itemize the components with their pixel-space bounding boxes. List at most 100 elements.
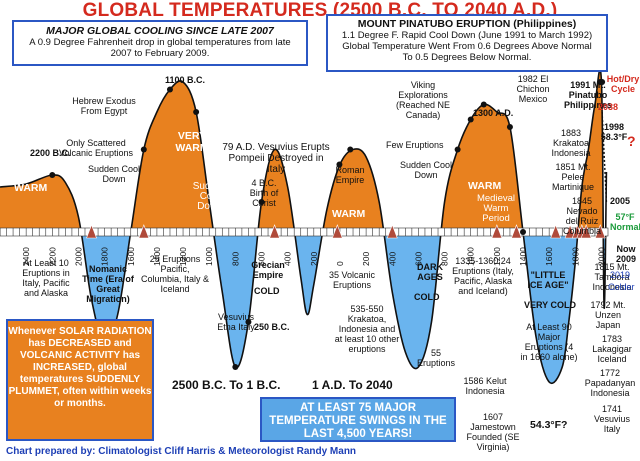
label-scattered: Only Scattered Volcanic Eruptions	[58, 138, 134, 158]
label-el-chichon: 1982 El Chichon Mexico	[516, 74, 550, 104]
volcano-icon	[331, 224, 343, 239]
x-tick-label: 1000	[466, 247, 476, 266]
x-tick-label: 1800	[100, 247, 110, 266]
x-tick-label: 800	[230, 252, 240, 266]
marker-dot	[166, 86, 173, 93]
cooling-box: MAJOR GLOBAL COOLING SINCE LATE 2007 A 0…	[12, 20, 308, 66]
volcano-icon	[491, 224, 503, 239]
label-2019: 2019	[610, 270, 631, 280]
label-sudden-cool-3: Sudden Cool Down	[399, 160, 453, 180]
chart-credit: Chart prepared by: Climatologist Cliff H…	[6, 446, 357, 457]
temperature-swings-box: AT LEAST 75 MAJOR TEMPERATURE SWINGS IN …	[260, 397, 456, 442]
label-pelee: 1851 Mt. Pelee Martinique	[551, 162, 595, 192]
marker-dot	[506, 124, 513, 130]
label-1300ad: 1300 A.D.	[473, 108, 514, 118]
label-krakatoa-1883: 1883 Krakatoa Indonesia	[551, 128, 591, 158]
volcano-icon	[511, 224, 522, 239]
label-colder: Colder	[608, 282, 635, 292]
label-sudden-cool-2: Sudden Cool Down	[192, 181, 228, 212]
x-tick-label: 400	[387, 252, 397, 266]
volcano-icon	[86, 224, 97, 239]
label-35-eruptions: 35 Volcanic Eruptions	[328, 270, 376, 290]
volcano-icon	[564, 224, 576, 239]
x-tick-label: 600	[257, 252, 267, 266]
x-tick-label: 1200	[178, 247, 188, 266]
label-question: ?	[627, 133, 636, 149]
x-tick-label: 2200	[47, 247, 57, 266]
label-nomanic: Nomanic Time (Era of Great Migration)	[82, 264, 134, 304]
volcano-icon	[269, 224, 281, 239]
solar-radiation-box: Whenever SOLAR RADIATION has DECREASED a…	[6, 319, 154, 441]
label-tambora: 1815 Mt. Tambora Indonesia	[592, 262, 632, 292]
x-tick-label: 2000	[596, 247, 606, 266]
label-55-eruptions: 55 Eruptions	[416, 348, 456, 368]
volcano-icon	[594, 224, 606, 239]
label-54-3f: 54.3°F?	[530, 419, 568, 431]
marker-dot	[336, 161, 343, 168]
label-vesuvius-79: 79 A.D. Vesuvius Erupts Pompeii Destroye…	[222, 142, 330, 175]
label-now-2009: Now 2009	[615, 244, 637, 264]
label-pinatubo-1991: 1991 Mt. Pinatubo Philippines	[563, 80, 612, 110]
label-normal: 57°F Normal	[610, 212, 640, 232]
cooling-box-text: A 0.9 Degree Fahrenheit drop in global t…	[29, 37, 291, 59]
label-few-eruptions: Few Eruptions	[386, 140, 444, 150]
volcano-icon	[386, 224, 398, 239]
label-sudden-cool-1: Sudden Cool Down	[87, 164, 141, 184]
marker-dot	[599, 79, 606, 85]
x-tick-label: 1600	[126, 247, 136, 266]
x-tick-label: 1600	[544, 247, 554, 266]
volcano-icon	[138, 224, 150, 239]
label-1998: 1998 58.3°F	[600, 122, 628, 142]
cooling-box-title: MAJOR GLOBAL COOLING SINCE LATE 2007	[46, 25, 274, 37]
label-grecian: Grecian Empire	[251, 260, 285, 280]
x-tick-label: 200	[309, 252, 319, 266]
cold-area	[0, 232, 607, 384]
label-cold-1: COLD	[254, 286, 280, 296]
marker-dot	[245, 319, 252, 325]
label-vesuvius-etna: Vesuvius Etna Italy	[217, 312, 255, 332]
label-birth-christ: 4 B.C. Birth of Christ	[249, 178, 279, 208]
label-warm-3: WARM	[468, 180, 502, 192]
volcano-icon	[580, 224, 592, 239]
era-label-ad: 1 A.D. To 2040	[312, 378, 393, 392]
marker-dot	[347, 146, 354, 153]
label-medieval: Medieval Warm Period	[476, 193, 516, 224]
pinatubo-box-title: MOUNT PINATUBO ERUPTION (Philippines)	[357, 18, 577, 30]
marker-dot	[140, 146, 147, 153]
label-250bc: 250 B.C.	[254, 322, 290, 332]
x-tick-label: 1400	[518, 247, 528, 266]
x-tick-label: 200	[361, 252, 371, 266]
marker-dot	[258, 199, 265, 205]
label-kelut: 1586 Kelut Indonesia	[463, 376, 507, 396]
label-ruiz: 1845 Nevado del Ruiz Columbia	[562, 196, 602, 236]
label-very-cold: VERY COLD	[524, 300, 577, 310]
axis-strip	[0, 227, 609, 237]
label-1100bc: 1100 B.C.	[165, 75, 206, 85]
warm-area	[0, 69, 607, 232]
label-warm-2: WARM	[332, 208, 366, 220]
marker-dot	[193, 109, 200, 115]
label-lakagigar: 1783 Lakagigar Iceland	[592, 334, 632, 364]
label-2005: 2005	[610, 196, 631, 206]
label-90-eruptions: At Least 90 Major Eruptions (4 in 1660 a…	[520, 322, 578, 362]
marker-dot	[454, 146, 461, 153]
x-tick-label: 1800	[570, 247, 580, 266]
label-hot-dry: Hot/Dry Cycle	[606, 74, 640, 94]
label-10-eruptions: At Least 10 Eruptions in Italy, Pacific …	[22, 258, 70, 298]
label-viking: Viking Explorations (Reached NE Canada)	[395, 80, 451, 120]
pinatubo-box: MOUNT PINATUBO ERUPTION (Philippines) 1.…	[326, 14, 608, 72]
era-label-bc: 2500 B.C. To 1 B.C.	[172, 378, 281, 392]
volcano-icon	[550, 224, 562, 239]
x-tick-label: 1200	[492, 247, 502, 266]
label-unzen: 1792 Mt. Unzen Japan	[590, 300, 626, 330]
label-1335-eruptions: 1335-1360 24 Eruptions (Italy, Pacific, …	[452, 256, 514, 296]
label-2200bc: 2200 B.C.	[30, 148, 71, 158]
label-krakatoa-535: 535-550 Krakatoa, Indonesia and at least…	[334, 304, 400, 354]
marker-dot	[480, 101, 487, 108]
x-tick-label: 600	[413, 252, 423, 266]
pinatubo-box-text: 1.1 Degree F. Rapid Cool Down (June 1991…	[341, 30, 593, 63]
label-very-warm-1: VERY WARM	[175, 130, 209, 154]
label-little-ice-age: "LITTLE ICE AGE"	[527, 270, 569, 290]
x-tick-label: 2000	[73, 247, 83, 266]
